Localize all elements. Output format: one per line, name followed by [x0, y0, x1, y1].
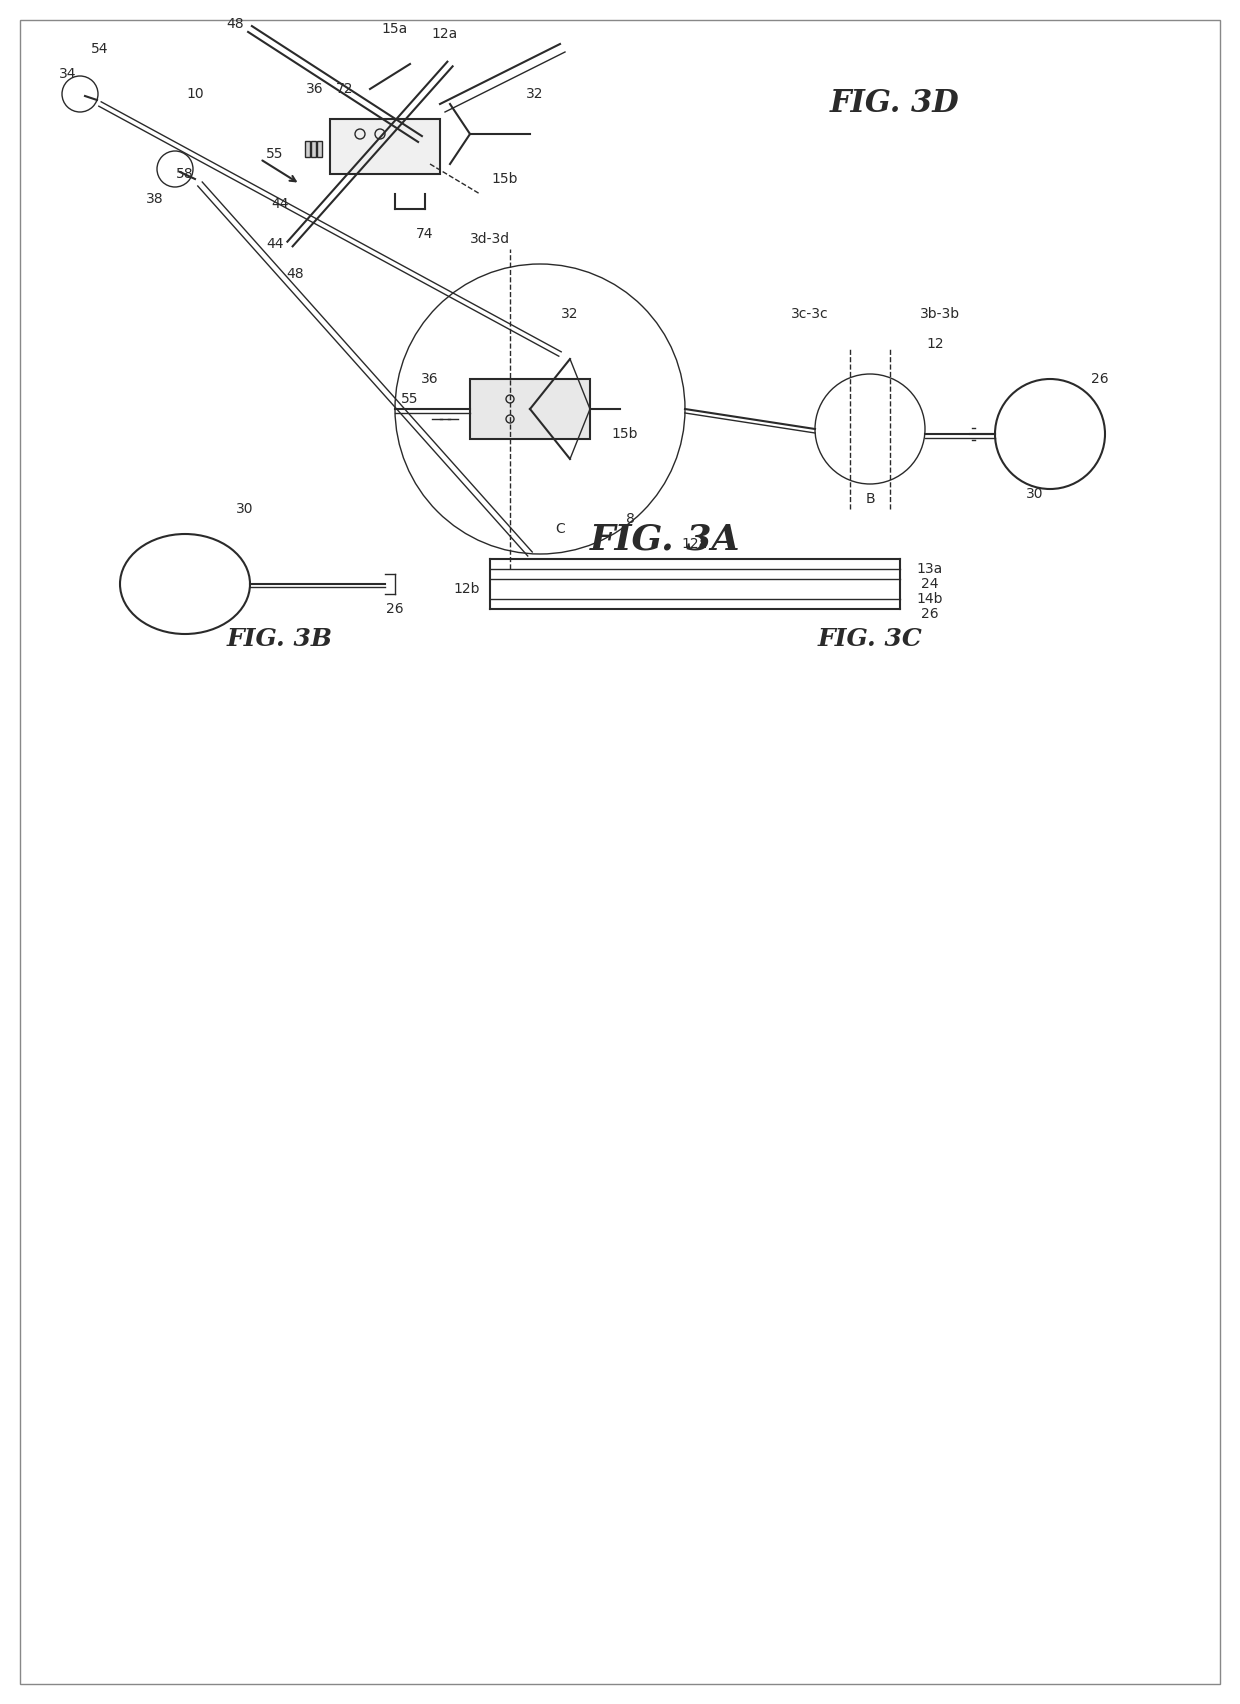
- Text: 8: 8: [625, 511, 635, 527]
- Text: 55: 55: [267, 147, 284, 160]
- Text: B: B: [866, 492, 874, 506]
- Text: 55: 55: [402, 392, 419, 406]
- Text: 44: 44: [272, 198, 289, 211]
- Text: 3c-3c: 3c-3c: [791, 307, 828, 320]
- Text: FIG. 3C: FIG. 3C: [817, 627, 923, 651]
- FancyBboxPatch shape: [330, 119, 440, 174]
- Text: 15b: 15b: [492, 172, 518, 186]
- Text: 36: 36: [306, 82, 324, 95]
- Text: 54: 54: [92, 43, 109, 56]
- Text: 26: 26: [1091, 371, 1109, 387]
- Text: 38: 38: [146, 193, 164, 206]
- Text: 12b: 12b: [454, 583, 480, 596]
- Text: 10: 10: [186, 87, 203, 101]
- Text: 44: 44: [267, 237, 284, 250]
- Text: 15a: 15a: [382, 22, 408, 36]
- FancyBboxPatch shape: [470, 378, 590, 440]
- Text: 58: 58: [176, 167, 193, 181]
- Text: 24: 24: [921, 578, 939, 591]
- Bar: [305, 141, 310, 157]
- Text: 48: 48: [226, 17, 244, 31]
- Bar: [317, 141, 322, 157]
- Text: 36: 36: [422, 371, 439, 387]
- Text: 13a: 13a: [916, 562, 944, 576]
- Text: 74: 74: [417, 227, 434, 240]
- Text: 3b-3b: 3b-3b: [920, 307, 960, 320]
- Text: 12a: 12a: [432, 27, 458, 41]
- Text: 12: 12: [926, 337, 944, 351]
- Text: C: C: [556, 521, 565, 537]
- Text: 30: 30: [237, 503, 254, 516]
- Text: 14b: 14b: [916, 591, 944, 607]
- Bar: [311, 141, 316, 157]
- Text: 72: 72: [336, 82, 353, 95]
- Text: 34: 34: [60, 66, 77, 82]
- Text: 32: 32: [526, 87, 544, 101]
- Text: 30: 30: [1027, 487, 1044, 501]
- Text: FIG. 3A: FIG. 3A: [590, 521, 740, 556]
- Text: 3d-3d: 3d-3d: [470, 232, 510, 245]
- Text: 12a: 12a: [682, 537, 708, 550]
- Text: 48: 48: [286, 268, 304, 281]
- Text: FIG. 3D: FIG. 3D: [830, 89, 960, 119]
- Text: 26: 26: [921, 607, 939, 620]
- Text: 26: 26: [386, 602, 404, 617]
- Text: 15b: 15b: [611, 428, 639, 441]
- Text: 32: 32: [562, 307, 579, 320]
- Text: FIG. 3B: FIG. 3B: [227, 627, 334, 651]
